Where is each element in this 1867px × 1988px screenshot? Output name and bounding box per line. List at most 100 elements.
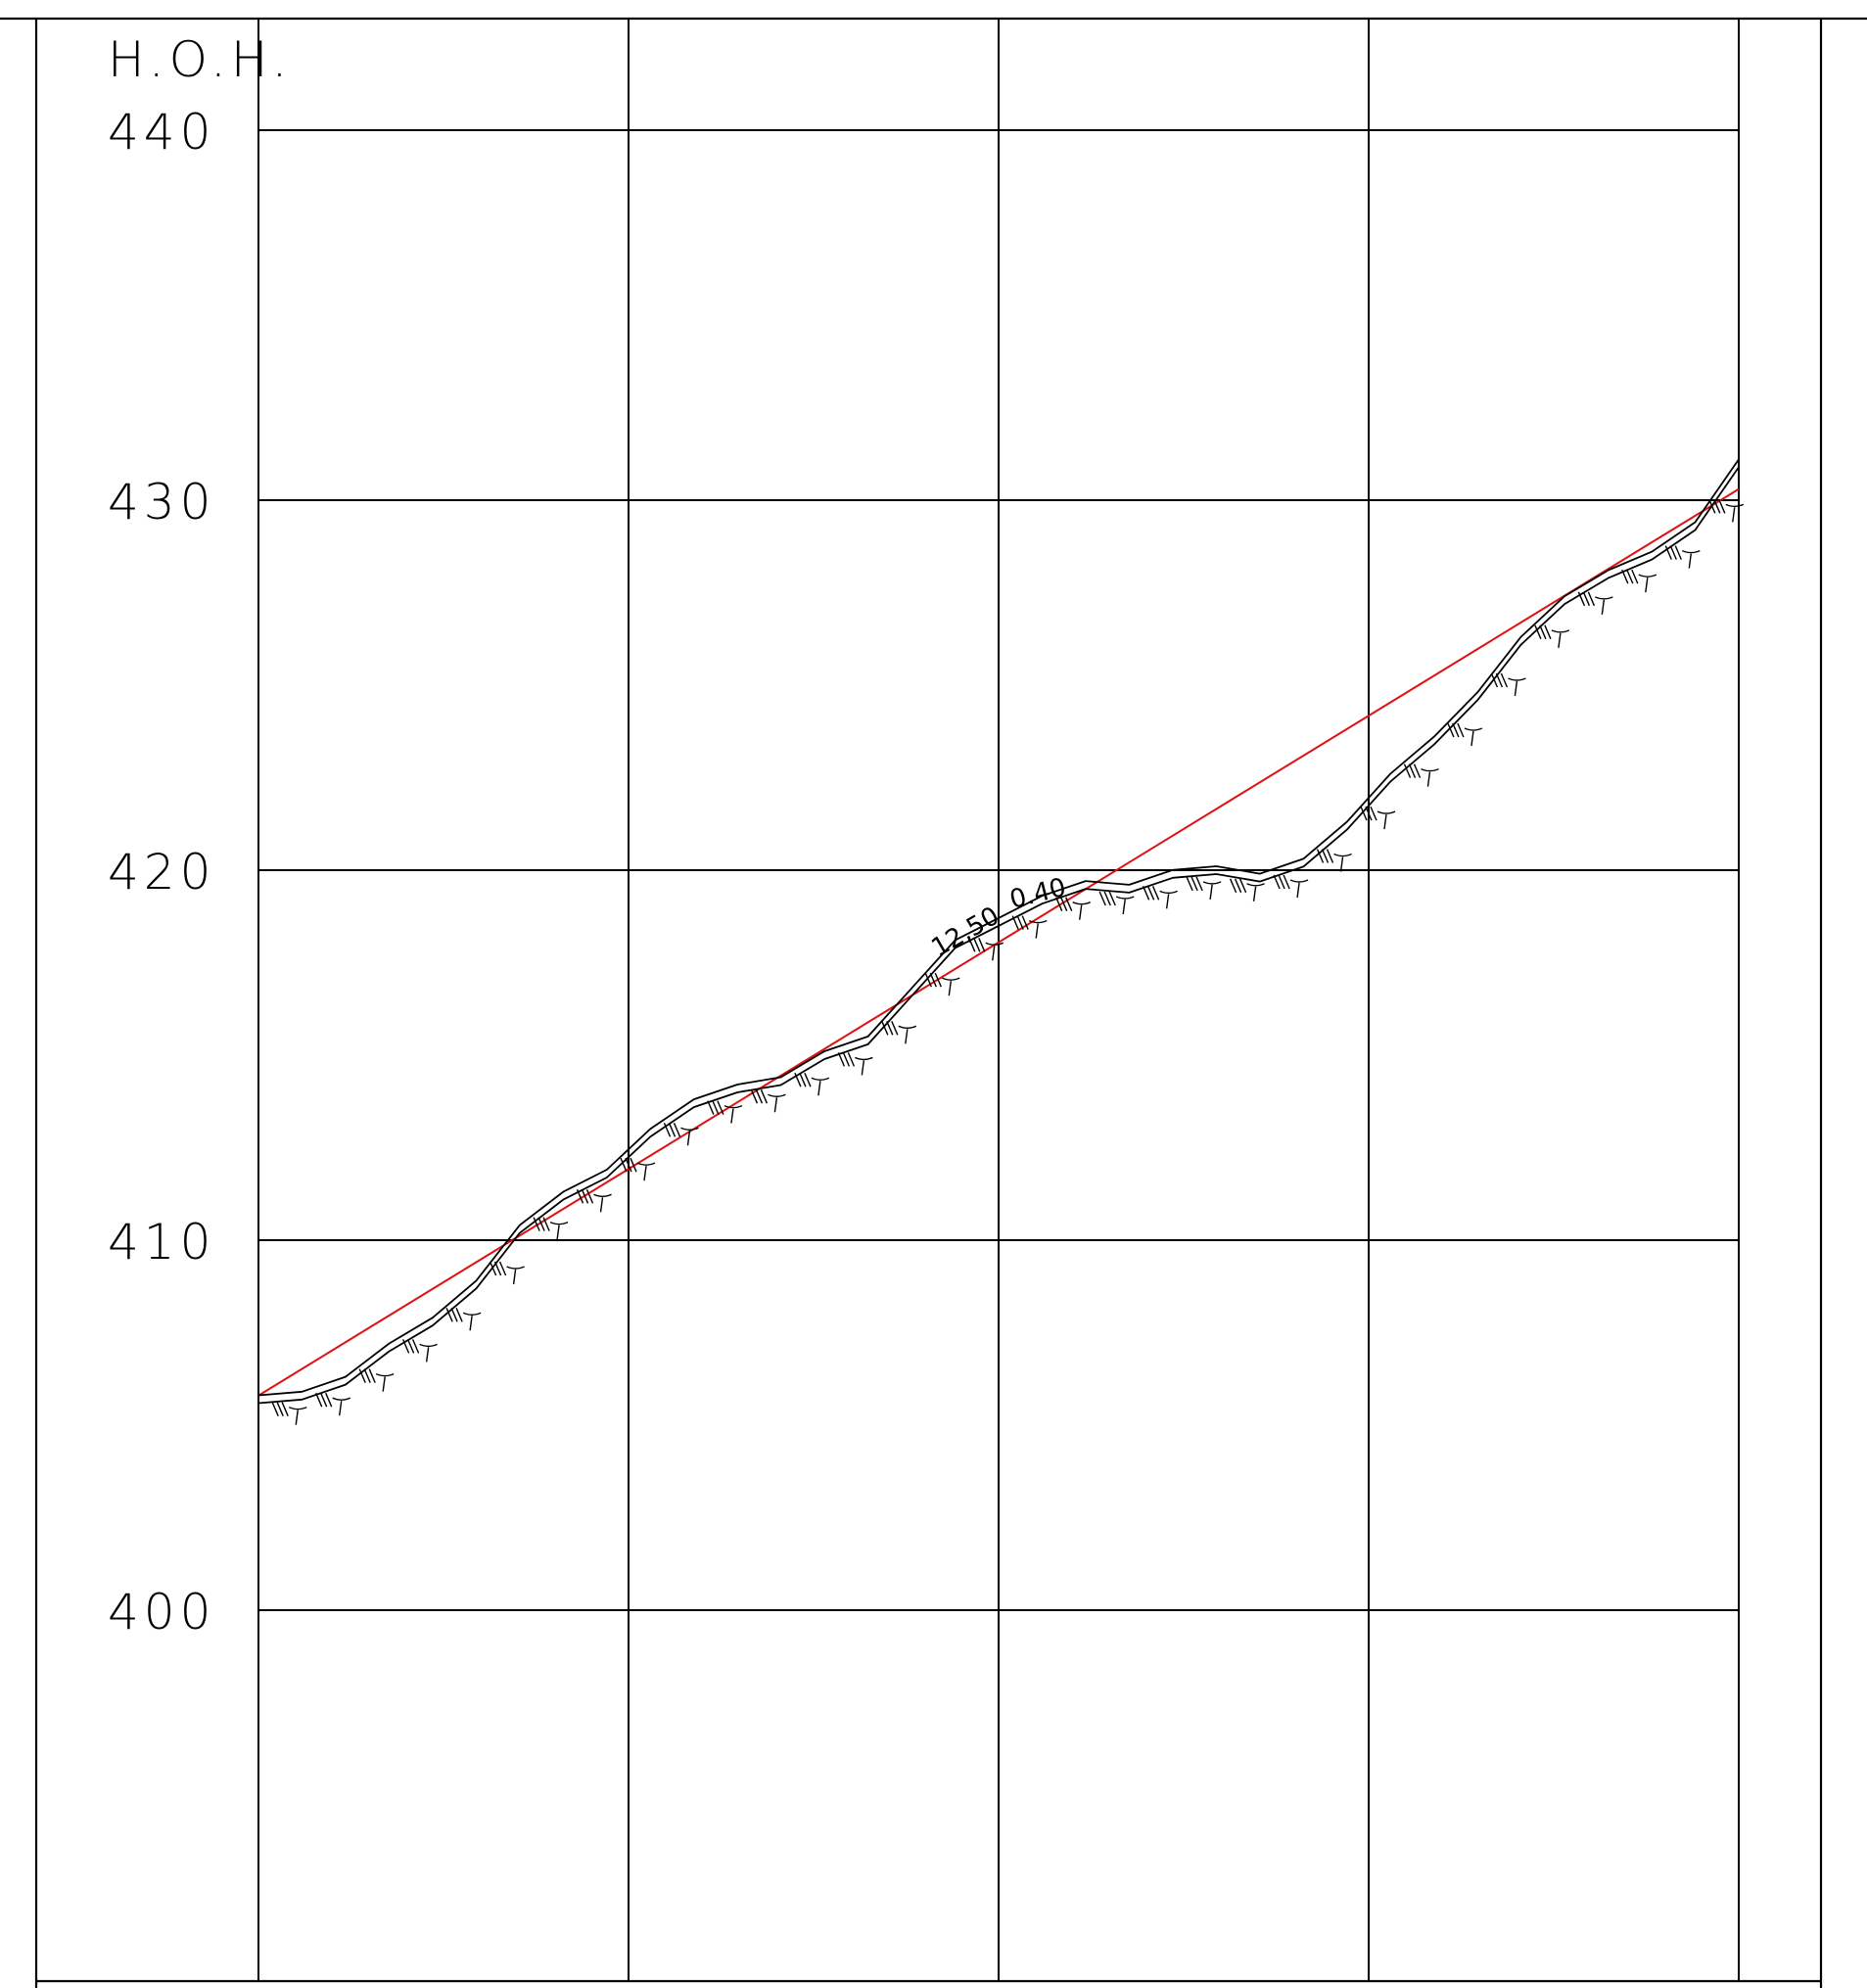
hatch-tick <box>973 938 981 952</box>
vegetation-mark <box>768 1093 786 1113</box>
hatch-tick <box>847 1052 856 1067</box>
hatch-tick <box>493 1261 502 1276</box>
hatch-tick <box>1278 874 1285 890</box>
hatch-tick <box>1238 878 1247 894</box>
hatch-tick <box>1108 891 1116 906</box>
hatch-tick <box>1626 569 1634 584</box>
hatch-tick <box>673 1123 681 1137</box>
hatch-tick <box>1326 849 1334 863</box>
y-tick-label: 430 <box>108 474 215 531</box>
hatch-tick <box>1457 722 1465 738</box>
hatch-tick <box>401 1339 410 1354</box>
terrain-line-lower <box>257 466 1740 1405</box>
hatch-tick <box>1370 806 1377 821</box>
vegetation-mark <box>506 1266 525 1285</box>
vegetation-mark <box>1421 767 1439 787</box>
hatch-tick <box>363 1368 371 1383</box>
hatch-tick <box>1273 874 1281 890</box>
vegetation-mark <box>462 1312 482 1331</box>
vegetation-mark <box>1377 810 1396 830</box>
hatch-tick <box>1713 499 1721 514</box>
vegetation-mark <box>1333 853 1352 872</box>
hatch-tick <box>1360 806 1368 821</box>
vegetation-mark <box>811 1077 830 1096</box>
hatch-tick <box>1490 672 1499 688</box>
vegetation-mark <box>593 1193 612 1213</box>
vegetation-mark <box>1464 727 1483 747</box>
hatch-tick <box>1234 878 1242 894</box>
vegetation-mark <box>1551 629 1570 648</box>
hatch-tick <box>576 1189 584 1204</box>
hatch-tick <box>276 1402 284 1416</box>
hatch-tick <box>542 1217 550 1231</box>
hatch-tick <box>934 972 942 988</box>
hatch-tick <box>1447 722 1455 738</box>
hatch-tick <box>1098 891 1106 906</box>
hatch-tick <box>1621 569 1629 584</box>
vegetation-mark <box>1725 503 1745 523</box>
hatch-tick <box>1708 499 1716 514</box>
hatch-tick <box>1674 545 1682 560</box>
horizontal-gridlines <box>258 129 1739 1611</box>
vegetation-mark <box>419 1343 438 1363</box>
hatch-tick <box>1365 806 1373 821</box>
hatch-tick <box>271 1402 279 1416</box>
hatch-tick <box>1718 499 1726 514</box>
hatch-tick <box>755 1088 764 1104</box>
hatch-tick <box>581 1189 589 1204</box>
hatch-tick <box>585 1189 594 1204</box>
vegetation-mark <box>1202 881 1222 900</box>
hatch-tick <box>368 1368 376 1383</box>
hatch-tick <box>358 1368 366 1383</box>
hatch-tick <box>712 1100 720 1115</box>
vegetation-mark <box>985 942 1004 961</box>
vegetation-mark <box>1508 677 1526 697</box>
hatch-tick <box>1631 569 1639 584</box>
grade-annotation: 0.40 <box>1006 873 1068 915</box>
hatch-tick <box>450 1308 458 1322</box>
hatch-tick <box>1534 624 1542 640</box>
hatch-tick <box>1011 915 1019 930</box>
hatch-tick <box>1186 876 1193 892</box>
hatch-tick <box>1321 849 1330 863</box>
vegetation-mark <box>1115 896 1135 915</box>
hatch-tick <box>1403 763 1412 778</box>
hatch-tick <box>924 972 932 988</box>
hatch-tick <box>1582 591 1591 607</box>
hatch-tick <box>537 1217 545 1231</box>
hatch-tick <box>1016 915 1024 930</box>
vegetation-mark <box>1072 902 1091 920</box>
profile-grid <box>257 19 1740 1981</box>
terrain-hatching <box>271 499 1745 1425</box>
hatch-tick <box>799 1072 807 1087</box>
hatch-tick <box>750 1088 759 1104</box>
vegetation-mark <box>636 1162 656 1181</box>
hatch-tick <box>886 1021 894 1036</box>
vegetation-mark <box>898 1025 917 1044</box>
hatch-tick <box>1500 672 1509 688</box>
hatch-tick <box>1408 763 1417 778</box>
y-tick-label: 420 <box>108 844 215 901</box>
hatch-tick <box>1229 878 1237 894</box>
hatch-tick <box>1065 897 1073 911</box>
hatch-tick <box>760 1088 769 1104</box>
vegetation-mark <box>680 1127 699 1146</box>
hatch-tick <box>1195 876 1203 892</box>
hatch-tick <box>663 1123 672 1137</box>
vegetation-mark <box>942 977 960 996</box>
hatch-tick <box>881 1021 889 1036</box>
hatch-tick <box>707 1100 715 1115</box>
hatch-tick <box>978 938 986 952</box>
hatch-tick <box>1452 722 1460 738</box>
hatch-tick <box>1669 545 1677 560</box>
vegetation-mark <box>1682 549 1701 569</box>
hatch-tick <box>1495 672 1504 688</box>
vegetation-mark <box>549 1222 569 1240</box>
hatch-tick <box>1283 874 1290 890</box>
vegetation-mark <box>1289 879 1309 899</box>
hatch-tick <box>489 1261 497 1276</box>
hatch-tick <box>837 1052 846 1067</box>
vegetation-mark <box>375 1372 395 1392</box>
vegetation-mark <box>723 1104 743 1124</box>
y-tick-label: 400 <box>108 1584 215 1641</box>
